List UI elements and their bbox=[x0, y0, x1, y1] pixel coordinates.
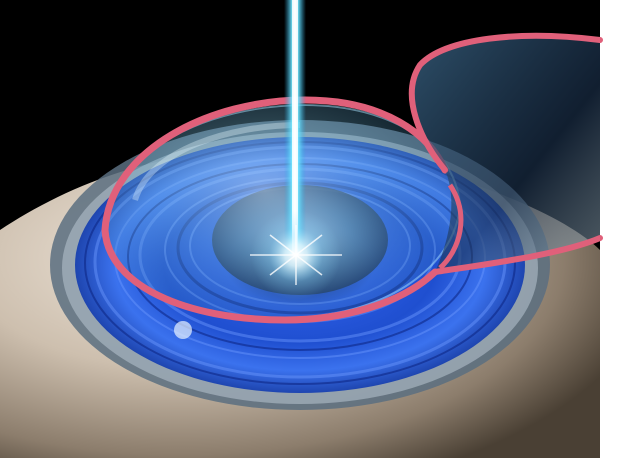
flap-incision-ring bbox=[101, 96, 449, 324]
flash-rays bbox=[250, 225, 342, 285]
right-margin bbox=[600, 0, 625, 458]
specular-highlight bbox=[174, 321, 192, 339]
corneal-flap-edge bbox=[408, 32, 603, 275]
